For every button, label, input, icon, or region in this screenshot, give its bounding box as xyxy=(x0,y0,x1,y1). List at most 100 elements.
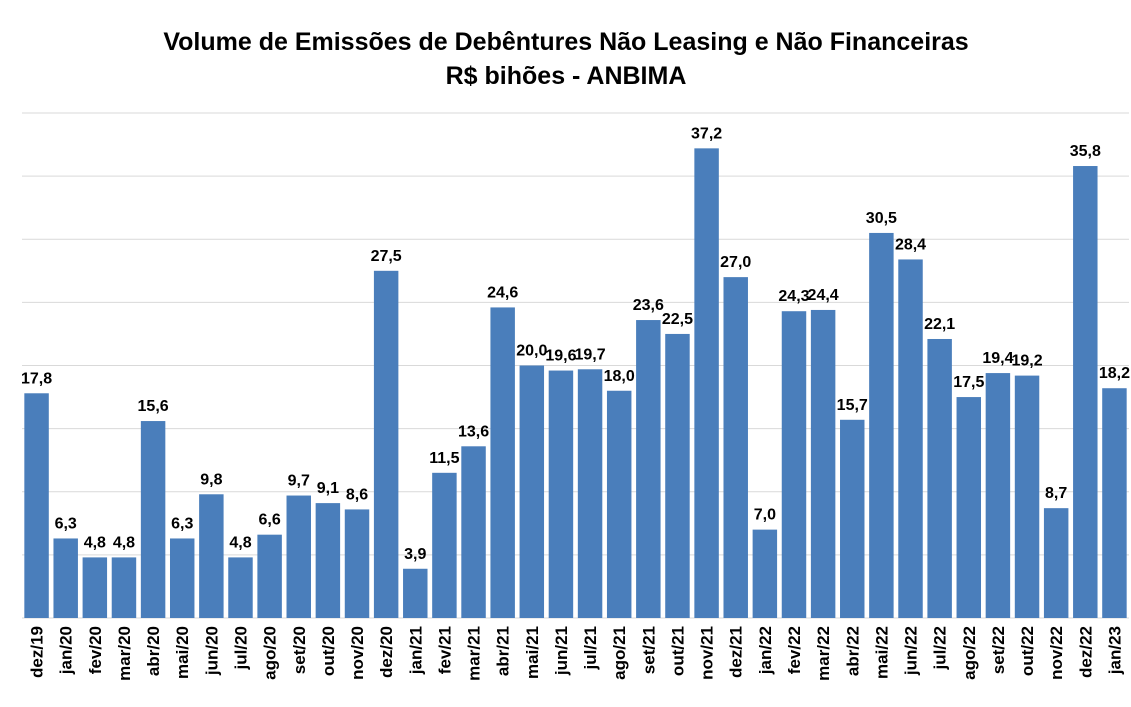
bar xyxy=(490,307,515,618)
x-tick-label: set/22 xyxy=(989,626,1008,674)
x-tick-label: dez/19 xyxy=(28,626,47,678)
data-label: 6,3 xyxy=(55,515,77,532)
bar xyxy=(898,259,923,618)
data-label: 19,6 xyxy=(545,348,576,365)
data-label: 13,6 xyxy=(458,423,489,440)
x-tick-label: dez/22 xyxy=(1076,626,1095,678)
data-label: 20,0 xyxy=(516,343,547,360)
bar xyxy=(315,503,341,618)
bar xyxy=(461,446,486,618)
x-tick-label: jul/22 xyxy=(931,626,950,670)
x-tick-label: nov/21 xyxy=(698,626,717,680)
x-tick-label: jun/22 xyxy=(902,626,921,676)
data-label: 15,7 xyxy=(837,397,868,414)
data-label: 19,7 xyxy=(574,346,605,363)
bar xyxy=(636,320,661,618)
data-label: 17,8 xyxy=(21,370,52,387)
x-tick-label: jan/20 xyxy=(57,626,76,675)
bar xyxy=(519,365,545,618)
bar xyxy=(956,397,982,618)
data-label: 19,4 xyxy=(982,350,1013,367)
x-tick-label: nov/22 xyxy=(1047,626,1066,680)
x-tick-label: jun/21 xyxy=(552,626,571,676)
bar xyxy=(840,419,865,618)
bar xyxy=(228,557,253,618)
data-label: 27,0 xyxy=(720,254,751,271)
data-label: 4,8 xyxy=(113,534,135,551)
data-label: 4,8 xyxy=(84,534,106,551)
data-label: 24,3 xyxy=(778,288,809,305)
x-tick-label: fev/22 xyxy=(785,626,804,674)
x-tick-label: mai/20 xyxy=(173,626,192,679)
bar xyxy=(694,148,719,618)
data-label: 9,1 xyxy=(317,480,339,497)
x-tick-label: jan/23 xyxy=(1105,626,1124,675)
x-tick-label: dez/21 xyxy=(727,626,746,678)
data-label: 18,0 xyxy=(604,368,635,385)
x-tick-label: mar/22 xyxy=(814,626,833,681)
data-label: 35,8 xyxy=(1070,143,1101,160)
data-label: 37,2 xyxy=(691,125,722,142)
data-label: 23,6 xyxy=(633,297,664,314)
data-label: 11,5 xyxy=(429,450,459,467)
bar xyxy=(257,534,282,618)
x-tick-label: ago/21 xyxy=(610,626,629,680)
bar xyxy=(111,557,137,618)
bar xyxy=(169,538,195,618)
bar xyxy=(723,277,748,618)
data-label: 18,2 xyxy=(1099,365,1130,382)
bar xyxy=(665,333,690,618)
x-tick-label: mar/21 xyxy=(465,626,484,681)
x-tick-label: out/22 xyxy=(1018,626,1037,676)
chart-title: Volume de Emissões de Debêntures Não Lea… xyxy=(163,28,968,56)
x-tick-label: jan/22 xyxy=(756,626,775,675)
bar xyxy=(82,557,108,618)
bar xyxy=(548,370,574,618)
data-label: 22,5 xyxy=(662,311,693,328)
chart-subtitle: R$ bihões - ANBIMA xyxy=(446,62,687,90)
bar xyxy=(869,232,894,618)
x-tick-label: abr/21 xyxy=(494,626,513,676)
data-label: 6,6 xyxy=(258,512,280,529)
x-tick-label: set/21 xyxy=(639,626,658,674)
x-tick-label: jul/20 xyxy=(231,626,250,670)
bar xyxy=(373,270,399,618)
data-label: 30,5 xyxy=(866,210,897,227)
bar xyxy=(344,509,370,618)
bar xyxy=(53,538,78,618)
data-label: 28,4 xyxy=(895,236,926,253)
x-tick-label: ago/22 xyxy=(960,626,979,680)
bar xyxy=(1043,508,1069,618)
data-label: 24,4 xyxy=(808,287,839,304)
x-tick-label: out/21 xyxy=(668,626,687,676)
x-tick-label: fev/21 xyxy=(435,626,454,674)
bar xyxy=(1073,166,1098,618)
data-label: 24,6 xyxy=(487,284,518,301)
x-tick-label: fev/20 xyxy=(86,626,105,674)
data-label: 19,2 xyxy=(1011,353,1042,370)
x-tick-label: jul/21 xyxy=(581,626,600,670)
x-tick-label: mai/22 xyxy=(872,626,891,679)
x-tick-label: jun/20 xyxy=(202,626,221,676)
data-label: 9,8 xyxy=(200,471,222,488)
data-label: 3,9 xyxy=(404,546,426,563)
data-label: 22,1 xyxy=(924,316,955,333)
data-label: 6,3 xyxy=(171,515,193,532)
data-label: 9,7 xyxy=(288,473,310,490)
x-tick-label: jan/21 xyxy=(406,626,425,675)
data-label: 4,8 xyxy=(229,534,251,551)
x-tick-label: out/20 xyxy=(319,626,338,676)
x-tick-label: abr/22 xyxy=(843,626,862,676)
bar xyxy=(985,373,1011,618)
bar xyxy=(286,495,311,618)
x-tick-label: dez/20 xyxy=(377,626,396,678)
bar xyxy=(577,369,603,618)
data-label: 8,6 xyxy=(346,486,368,503)
data-label: 8,7 xyxy=(1045,485,1067,502)
bar xyxy=(927,338,952,618)
bar xyxy=(199,494,224,618)
x-tick-label: ago/20 xyxy=(261,626,280,680)
data-label: 27,5 xyxy=(371,248,402,265)
x-tick-label: set/20 xyxy=(290,626,309,674)
